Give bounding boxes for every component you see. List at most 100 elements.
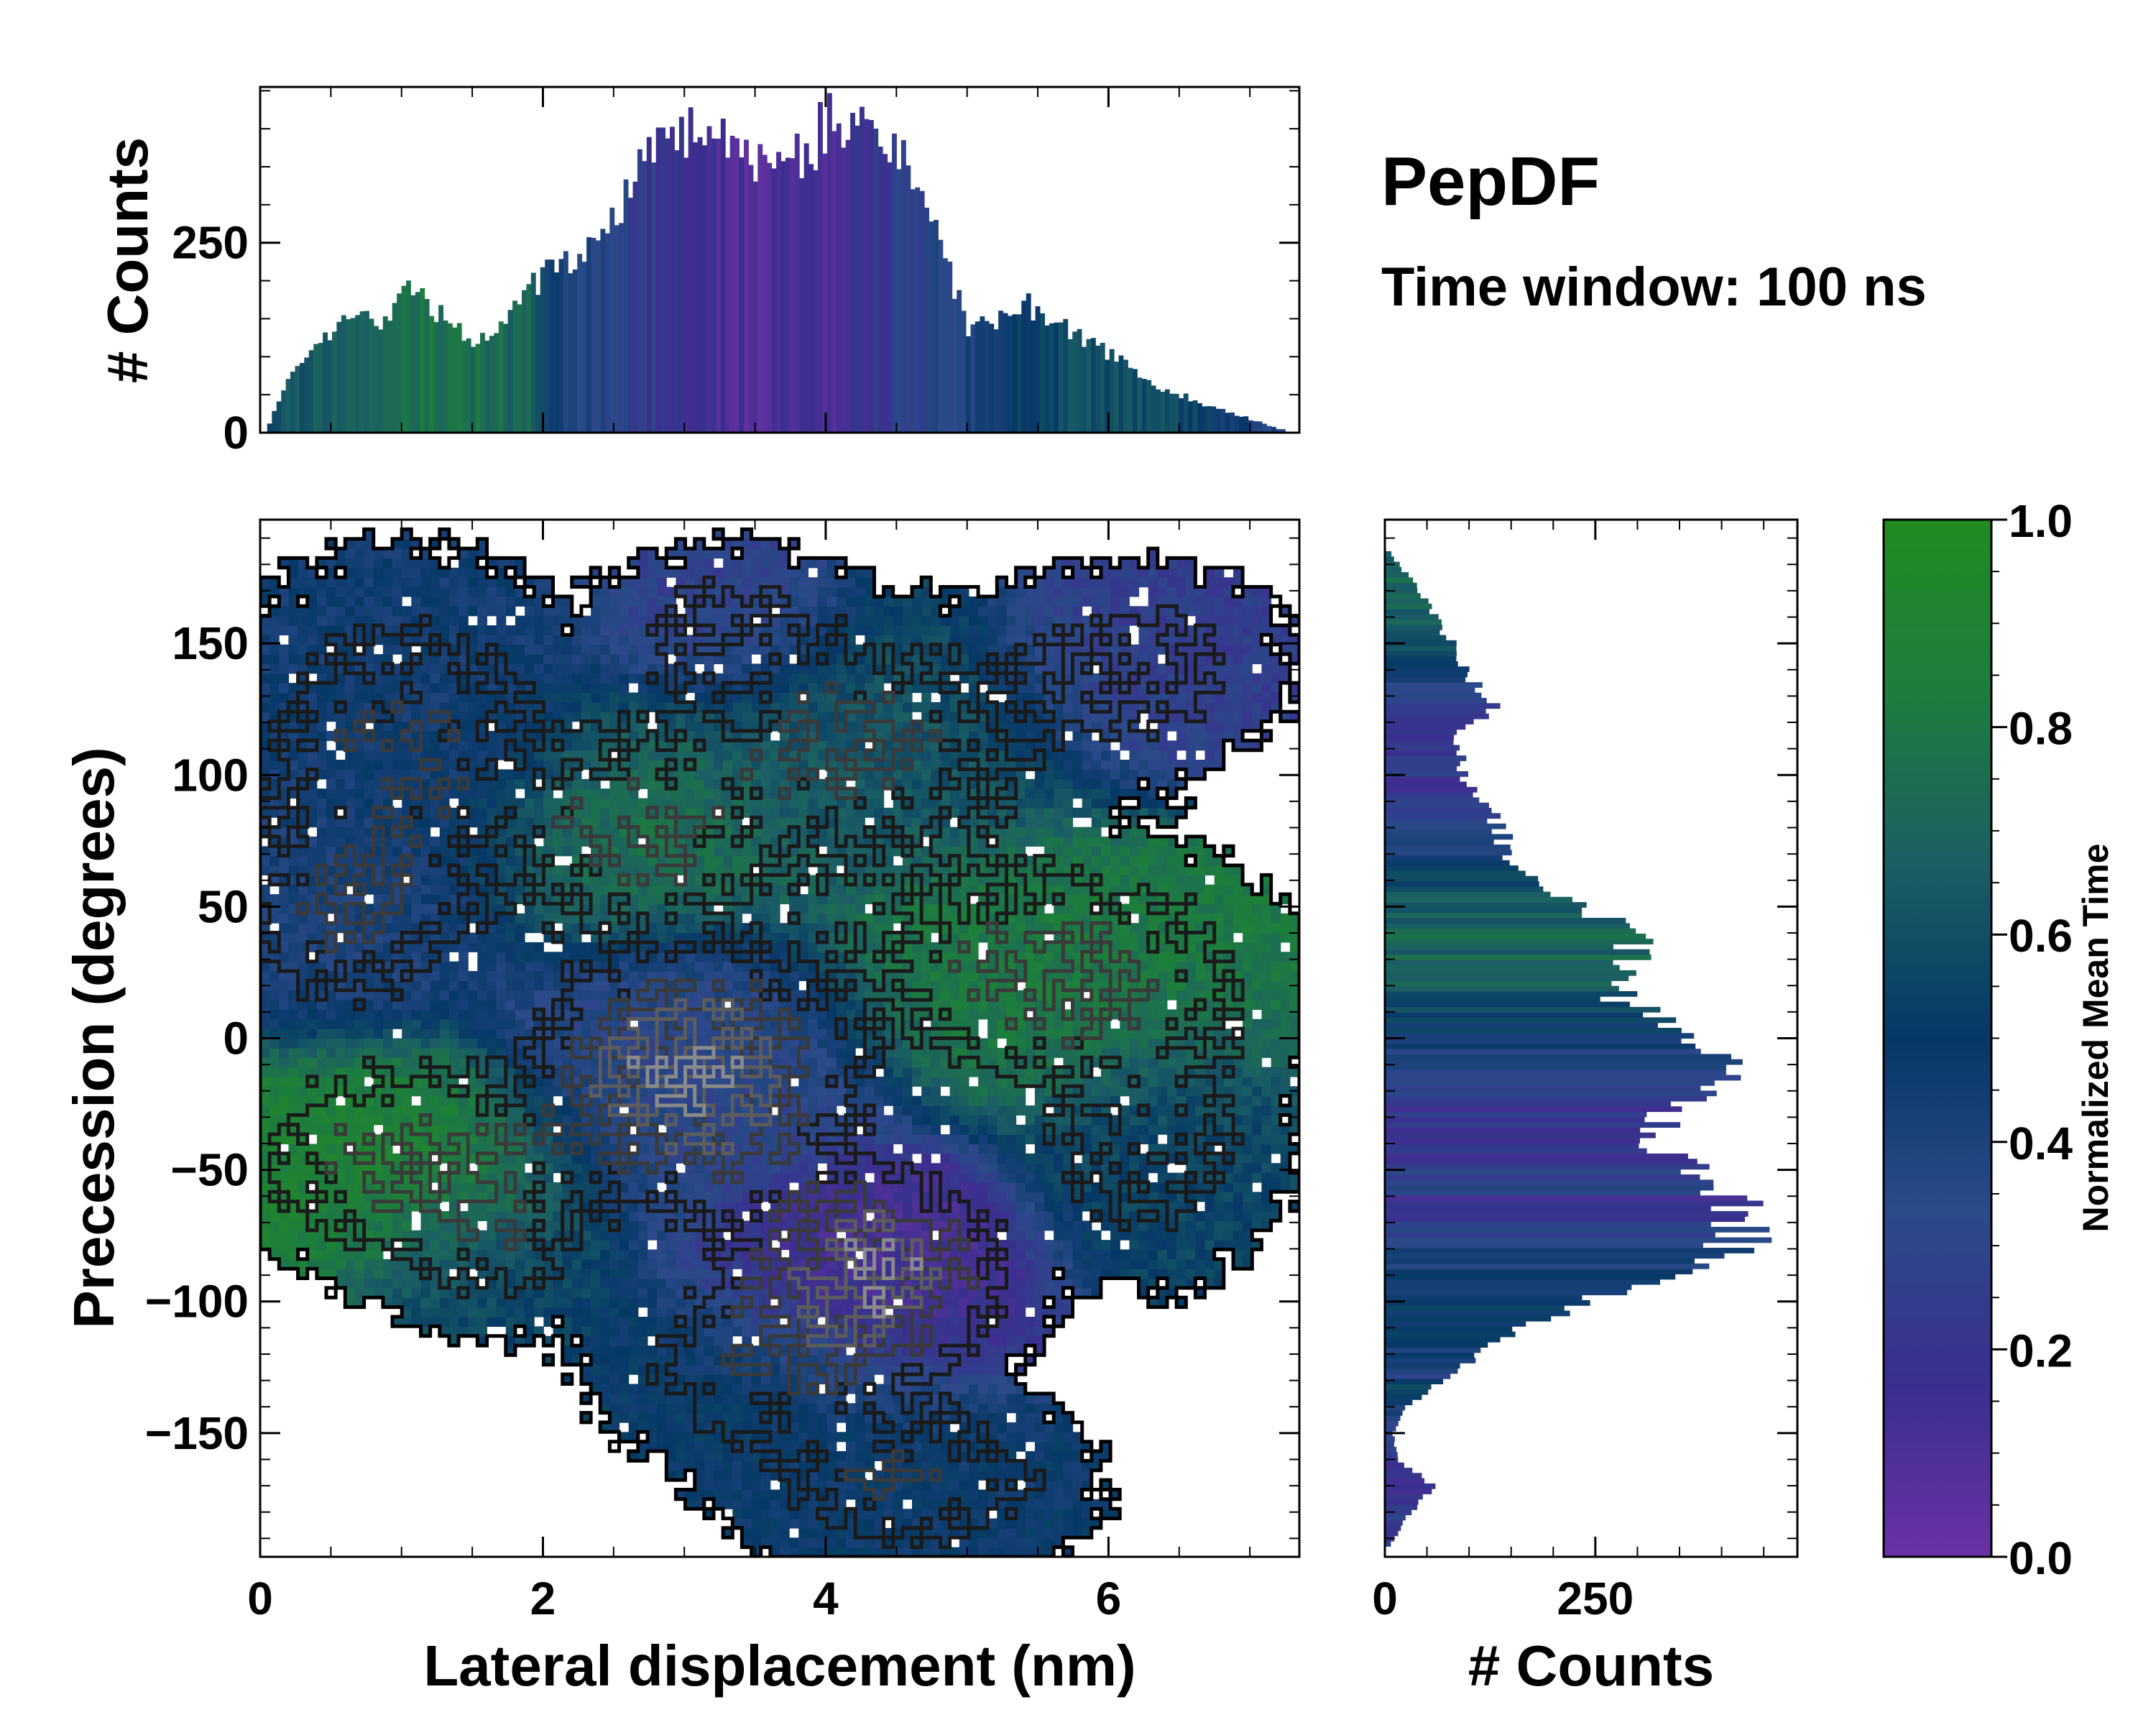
heatmap-cell — [1054, 1201, 1064, 1212]
heatmap-cell — [1091, 1460, 1102, 1471]
heatmap-cell — [826, 1460, 837, 1471]
heatmap-cell — [978, 1335, 988, 1346]
heatmap-cell — [751, 1518, 762, 1529]
heatmap-cell — [392, 1269, 402, 1279]
heatmap-cell — [591, 1355, 601, 1366]
heatmap-cell — [676, 1364, 686, 1375]
heatmap-cell — [459, 1038, 469, 1049]
heatmap-cell — [345, 1269, 355, 1279]
top-histogram-bar — [272, 410, 277, 433]
top-histogram-bar — [494, 333, 499, 433]
heatmap-cell — [997, 1384, 1007, 1394]
heatmap-cell — [997, 1124, 1007, 1135]
heatmap-cell — [1148, 1278, 1158, 1289]
heatmap-cell — [959, 1460, 969, 1471]
heatmap-cell — [789, 1537, 799, 1548]
heatmap-cell — [865, 1451, 875, 1461]
heatmap-cell — [1063, 1220, 1074, 1231]
heatmap-cell — [477, 1009, 487, 1020]
heatmap-cell — [1233, 1172, 1243, 1183]
heatmap-cell — [1006, 1317, 1017, 1327]
heatmap-cell — [1034, 1403, 1045, 1414]
heatmap-cell — [780, 1480, 790, 1491]
heatmap-cell — [1015, 1537, 1026, 1548]
heatmap-cell — [1025, 1317, 1036, 1327]
heatmap-cell — [666, 1326, 676, 1337]
heatmap-cell — [1252, 1201, 1262, 1212]
top-histogram-bar — [318, 343, 323, 433]
heatmap-cell — [609, 1326, 620, 1337]
heatmap-cell — [751, 1451, 762, 1461]
top-histogram-bar — [822, 153, 828, 433]
heatmap-cell — [1186, 1220, 1196, 1231]
heatmap-cell — [978, 1086, 988, 1097]
heatmap-cell — [836, 1403, 847, 1414]
heatmap-cell — [1261, 1163, 1272, 1174]
heatmap-cell — [1214, 1211, 1225, 1221]
heatmap-cell — [893, 1124, 903, 1135]
heatmap-cell — [648, 1432, 658, 1443]
heatmap-cell — [1034, 1346, 1045, 1356]
heatmap-cell — [1261, 1172, 1272, 1183]
heatmap-cell — [959, 1393, 969, 1404]
heatmap-cell — [893, 1432, 903, 1443]
heatmap-cell — [751, 1297, 762, 1308]
heatmap-cell — [921, 1067, 931, 1077]
heatmap-cell — [1034, 1278, 1045, 1289]
heatmap-cell — [1015, 1470, 1026, 1481]
heatmap-cell — [1157, 1115, 1168, 1126]
heatmap-cell — [798, 1307, 808, 1317]
heatmap-cell — [1100, 1086, 1111, 1097]
heatmap-cell — [382, 1047, 393, 1058]
heatmap-cell — [732, 1384, 742, 1394]
heatmap-cell — [1280, 990, 1291, 1000]
top-histogram-bar — [711, 138, 717, 433]
heatmap-cell — [430, 1307, 441, 1317]
heatmap-cell — [826, 1527, 837, 1538]
heatmap-cell — [732, 1192, 742, 1202]
heatmap-cell — [1243, 1076, 1253, 1087]
heatmap-cell — [543, 1307, 554, 1317]
heatmap-cell — [459, 1182, 469, 1192]
heatmap-cell — [1271, 1067, 1281, 1077]
heatmap-cell — [826, 1432, 837, 1443]
heatmap-cell — [628, 1355, 639, 1366]
heatmap-cell — [978, 1009, 988, 1020]
heatmap-cell — [978, 1172, 988, 1183]
heatmap-cell — [543, 1297, 554, 1308]
heatmap-cell — [1034, 1460, 1045, 1471]
heatmap-cell — [704, 1480, 714, 1491]
heatmap-cell — [1195, 1220, 1206, 1231]
heatmap-cell — [846, 1432, 856, 1443]
heatmap-cell — [826, 1422, 837, 1432]
heatmap-cell — [817, 1489, 828, 1500]
heatmap-cell — [1148, 1029, 1158, 1039]
heatmap-cell — [648, 1384, 658, 1394]
heatmap-cell — [865, 1537, 875, 1548]
heatmap-cell — [931, 1307, 941, 1317]
heatmap-cell — [1054, 1211, 1064, 1221]
heatmap-cell — [912, 1509, 922, 1519]
heatmap-cell — [1100, 1499, 1111, 1509]
heatmap-cell — [657, 1278, 667, 1289]
heatmap-cell — [1063, 1470, 1074, 1481]
heatmap-cell — [1072, 1499, 1083, 1509]
heatmap-cell — [921, 1105, 931, 1116]
heatmap-cell — [874, 1086, 885, 1097]
heatmap-cell — [581, 1269, 591, 1279]
heatmap-cell — [959, 1527, 969, 1538]
top-histogram-bar — [433, 322, 439, 433]
heatmap-cell — [978, 1403, 988, 1414]
heatmap-cell — [940, 1393, 951, 1404]
heatmap-cell — [666, 1384, 676, 1394]
heatmap-cell — [1044, 1451, 1054, 1461]
heatmap-cell — [780, 1527, 790, 1538]
heatmap-cell — [846, 1335, 856, 1346]
heatmap-cell — [1082, 1259, 1092, 1269]
heatmap-cell — [817, 1038, 828, 1049]
heatmap-cell — [487, 1278, 497, 1289]
heatmap-cell — [826, 1547, 837, 1557]
heatmap-cell — [685, 1297, 696, 1308]
heatmap-cell — [496, 990, 507, 1000]
